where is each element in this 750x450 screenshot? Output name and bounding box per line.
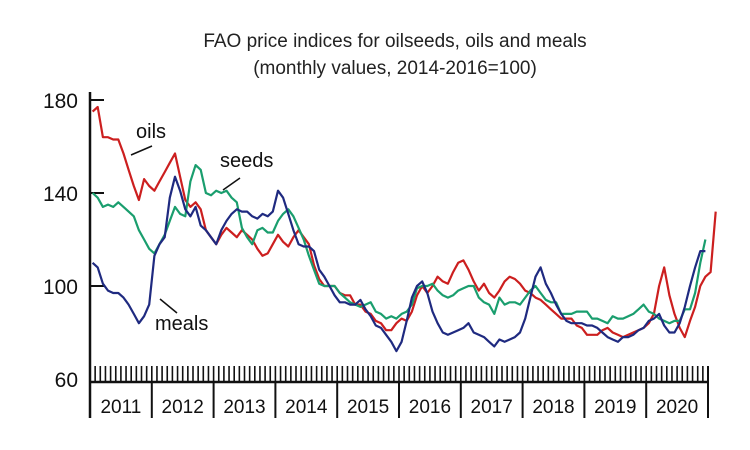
x-tick-label: 2018 xyxy=(532,397,574,418)
series-label-meals: meals xyxy=(155,313,208,335)
y-tick-label: 60 xyxy=(55,369,78,392)
chart-subtitle: (monthly values, 2014-2016=100) xyxy=(253,58,537,79)
x-tick-label: 2013 xyxy=(223,397,265,418)
series-layer xyxy=(91,105,717,353)
label-leader-oils xyxy=(130,145,153,156)
x-tick-label: 2020 xyxy=(656,397,698,418)
y-tick-label: 140 xyxy=(43,183,78,206)
series-label-seeds: seeds xyxy=(220,150,273,172)
series-line-seeds xyxy=(91,164,707,325)
x-tick-label: 2017 xyxy=(471,397,513,418)
series-line-meals xyxy=(91,175,706,353)
x-tick-label: 2016 xyxy=(409,397,451,418)
y-tick-label: 180 xyxy=(43,90,78,113)
x-tick-label: 2014 xyxy=(285,397,328,418)
series-line-oils xyxy=(91,105,717,339)
series-labels: oils seeds meals xyxy=(130,121,273,335)
x-tick-label: 2019 xyxy=(594,397,636,418)
series-label-oils: oils xyxy=(136,121,166,143)
y-tick-label: 100 xyxy=(43,276,78,299)
chart-title: FAO price indices for oilseeds, oils and… xyxy=(203,31,586,52)
axes: 60 100 140 180 2011 2012 2013 2014 2015 2016 2017 2… xyxy=(43,90,709,418)
x-tick-label: 2011 xyxy=(100,397,141,418)
x-tick-label: 2015 xyxy=(347,397,389,418)
x-tick-label: 2012 xyxy=(162,397,204,418)
label-leader-seeds xyxy=(222,177,241,191)
label-leader-meals xyxy=(159,298,178,314)
